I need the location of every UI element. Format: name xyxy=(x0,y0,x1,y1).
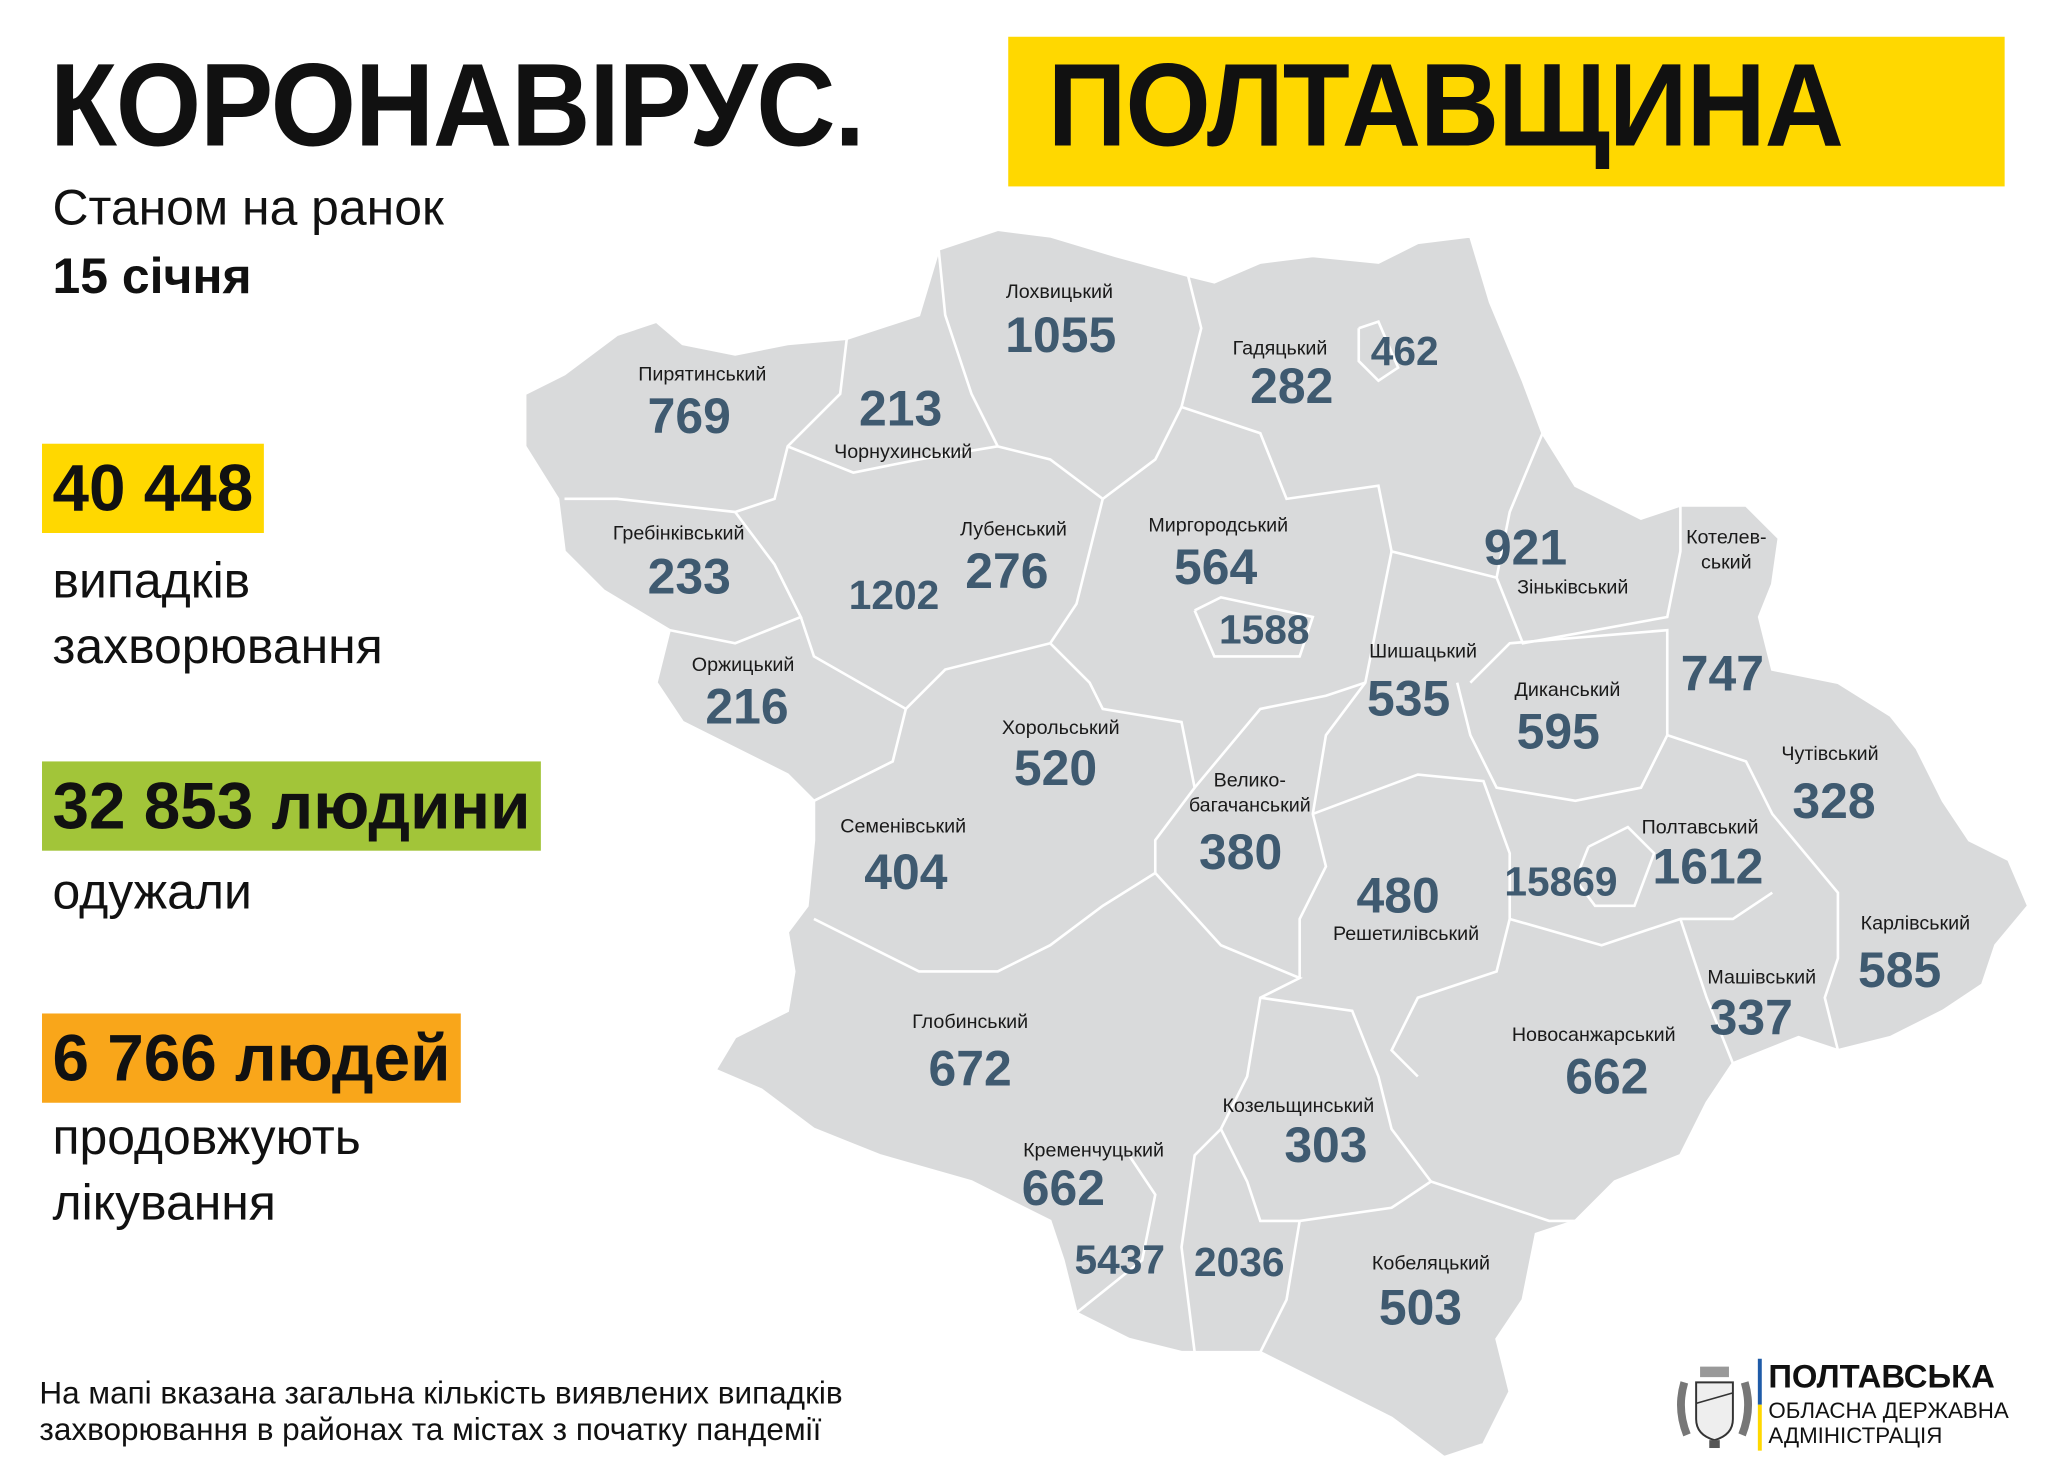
district-case-count: 216 xyxy=(705,678,788,734)
district-case-count: 213 xyxy=(859,380,942,436)
district-case-count: 585 xyxy=(1858,942,1941,998)
cases-total: 40 448 xyxy=(42,443,264,533)
city-borders xyxy=(1193,320,1656,908)
footnote-line-2: захворювання в районах та містах з почат… xyxy=(39,1412,822,1449)
recovered-label: одужали xyxy=(52,865,252,921)
district-name: Глобинський xyxy=(912,1011,1028,1033)
cases-label-2: захворювання xyxy=(52,619,383,675)
district-case-count: 520 xyxy=(1014,740,1097,796)
date-caption: Станом на ранок xyxy=(52,181,444,237)
district-name: Зіньківський xyxy=(1517,576,1628,598)
cases-label: випадків захворювання xyxy=(53,549,383,680)
district-name: Оржицький xyxy=(692,654,795,676)
district-case-count: 380 xyxy=(1199,824,1282,880)
district-name: Козельщинський xyxy=(1222,1095,1374,1117)
district-case-count: 503 xyxy=(1379,1280,1462,1336)
district-case-count: 303 xyxy=(1284,1117,1367,1173)
flag-stripe-yellow xyxy=(1757,1404,1762,1451)
district-name: Кобеляцький xyxy=(1372,1252,1490,1274)
date-value: 15 січня xyxy=(52,249,252,305)
coat-of-arms-logo xyxy=(1674,1356,1755,1451)
district-name: Решетилівський xyxy=(1333,923,1479,945)
title-coronavirus: КОРОНАВІРУС. xyxy=(49,40,865,172)
district-name: Миргородський xyxy=(1148,515,1288,537)
district-case-count: 282 xyxy=(1250,358,1333,414)
district-name: Карлівський xyxy=(1861,912,1971,934)
district-name: Гребінківський xyxy=(613,523,745,545)
district-case-count: 328 xyxy=(1792,773,1875,829)
active-label: продовжують лікування xyxy=(53,1105,361,1236)
district-name: Велико- xyxy=(1214,769,1286,791)
city-case-count: 462 xyxy=(1371,328,1439,374)
district-case-count: 1055 xyxy=(1005,307,1116,363)
district-name: Полтавський xyxy=(1642,817,1759,839)
logo-subtitle-2: АДМІНІСТРАЦІЯ xyxy=(1768,1423,1943,1449)
recovered-total: 32 853 людини xyxy=(42,761,541,851)
city-case-count: 5437 xyxy=(1075,1236,1166,1282)
cases-label-1: випадків xyxy=(52,554,251,610)
district-case-count: 276 xyxy=(965,543,1048,599)
district-name: Котелев- xyxy=(1686,526,1767,548)
flag-stripe-blue xyxy=(1757,1358,1762,1405)
district-name: багачанський xyxy=(1189,794,1311,816)
district-case-count: 480 xyxy=(1357,867,1440,923)
city-case-count: 1202 xyxy=(849,572,940,618)
district-case-count: 564 xyxy=(1174,539,1257,595)
district-case-count: 769 xyxy=(648,388,731,444)
city-case-count: 2036 xyxy=(1194,1239,1285,1285)
footnote-line-1: На мапі вказана загальна кількість виявл… xyxy=(39,1375,843,1412)
district-case-count: 921 xyxy=(1484,520,1567,576)
district-name: Пирятинський xyxy=(638,364,766,386)
district-case-count: 337 xyxy=(1710,989,1793,1045)
city-case-count: 1588 xyxy=(1219,606,1310,652)
title-highlight xyxy=(1008,36,2005,187)
district-case-count: 535 xyxy=(1367,670,1450,726)
district-case-count: 662 xyxy=(1022,1160,1105,1216)
district-case-count: 662 xyxy=(1565,1049,1648,1105)
district-name: ський xyxy=(1701,551,1752,573)
district-case-count: 233 xyxy=(648,548,731,604)
district-borders xyxy=(564,249,1840,1353)
district-name: Хорольський xyxy=(1002,717,1120,739)
district-name: Кременчуцький xyxy=(1023,1140,1164,1162)
logo-subtitle: ОБЛАСНА ДЕРЖАВНА АДМІНІСТРАЦІЯ xyxy=(1768,1398,2008,1448)
district-name: Шишацький xyxy=(1369,641,1477,663)
district-name: Гадяцький xyxy=(1233,337,1328,359)
district-case-count: 747 xyxy=(1681,646,1764,702)
logo-title: ПОЛТАВСЬКА xyxy=(1768,1358,1995,1396)
district-name: Диканський xyxy=(1515,679,1621,701)
district-case-count: 1612 xyxy=(1652,839,1763,895)
district-name: Семенівський xyxy=(840,815,966,837)
district-name: Чутівський xyxy=(1781,743,1878,765)
district-case-count: 672 xyxy=(929,1041,1012,1097)
active-label-1: продовжують xyxy=(52,1110,361,1166)
active-total: 6 766 людей xyxy=(42,1013,461,1103)
city-case-count: 15869 xyxy=(1504,858,1617,904)
logo-subtitle-1: ОБЛАСНА ДЕРЖАВНА xyxy=(1768,1398,2009,1424)
district-name: Лубенський xyxy=(960,519,1067,541)
district-case-count: 595 xyxy=(1517,703,1600,759)
title-region: ПОЛТАВЩИНА xyxy=(1047,40,1844,172)
footnote: На мапі вказана загальна кількість виявл… xyxy=(39,1376,842,1450)
district-name: Машівський xyxy=(1707,966,1816,988)
district-name: Новосанжарський xyxy=(1512,1024,1676,1046)
active-label-2: лікування xyxy=(52,1176,276,1232)
district-name: Лохвицький xyxy=(1006,281,1113,303)
district-case-count: 404 xyxy=(864,844,947,900)
district-name: Чорнухинський xyxy=(834,441,972,463)
